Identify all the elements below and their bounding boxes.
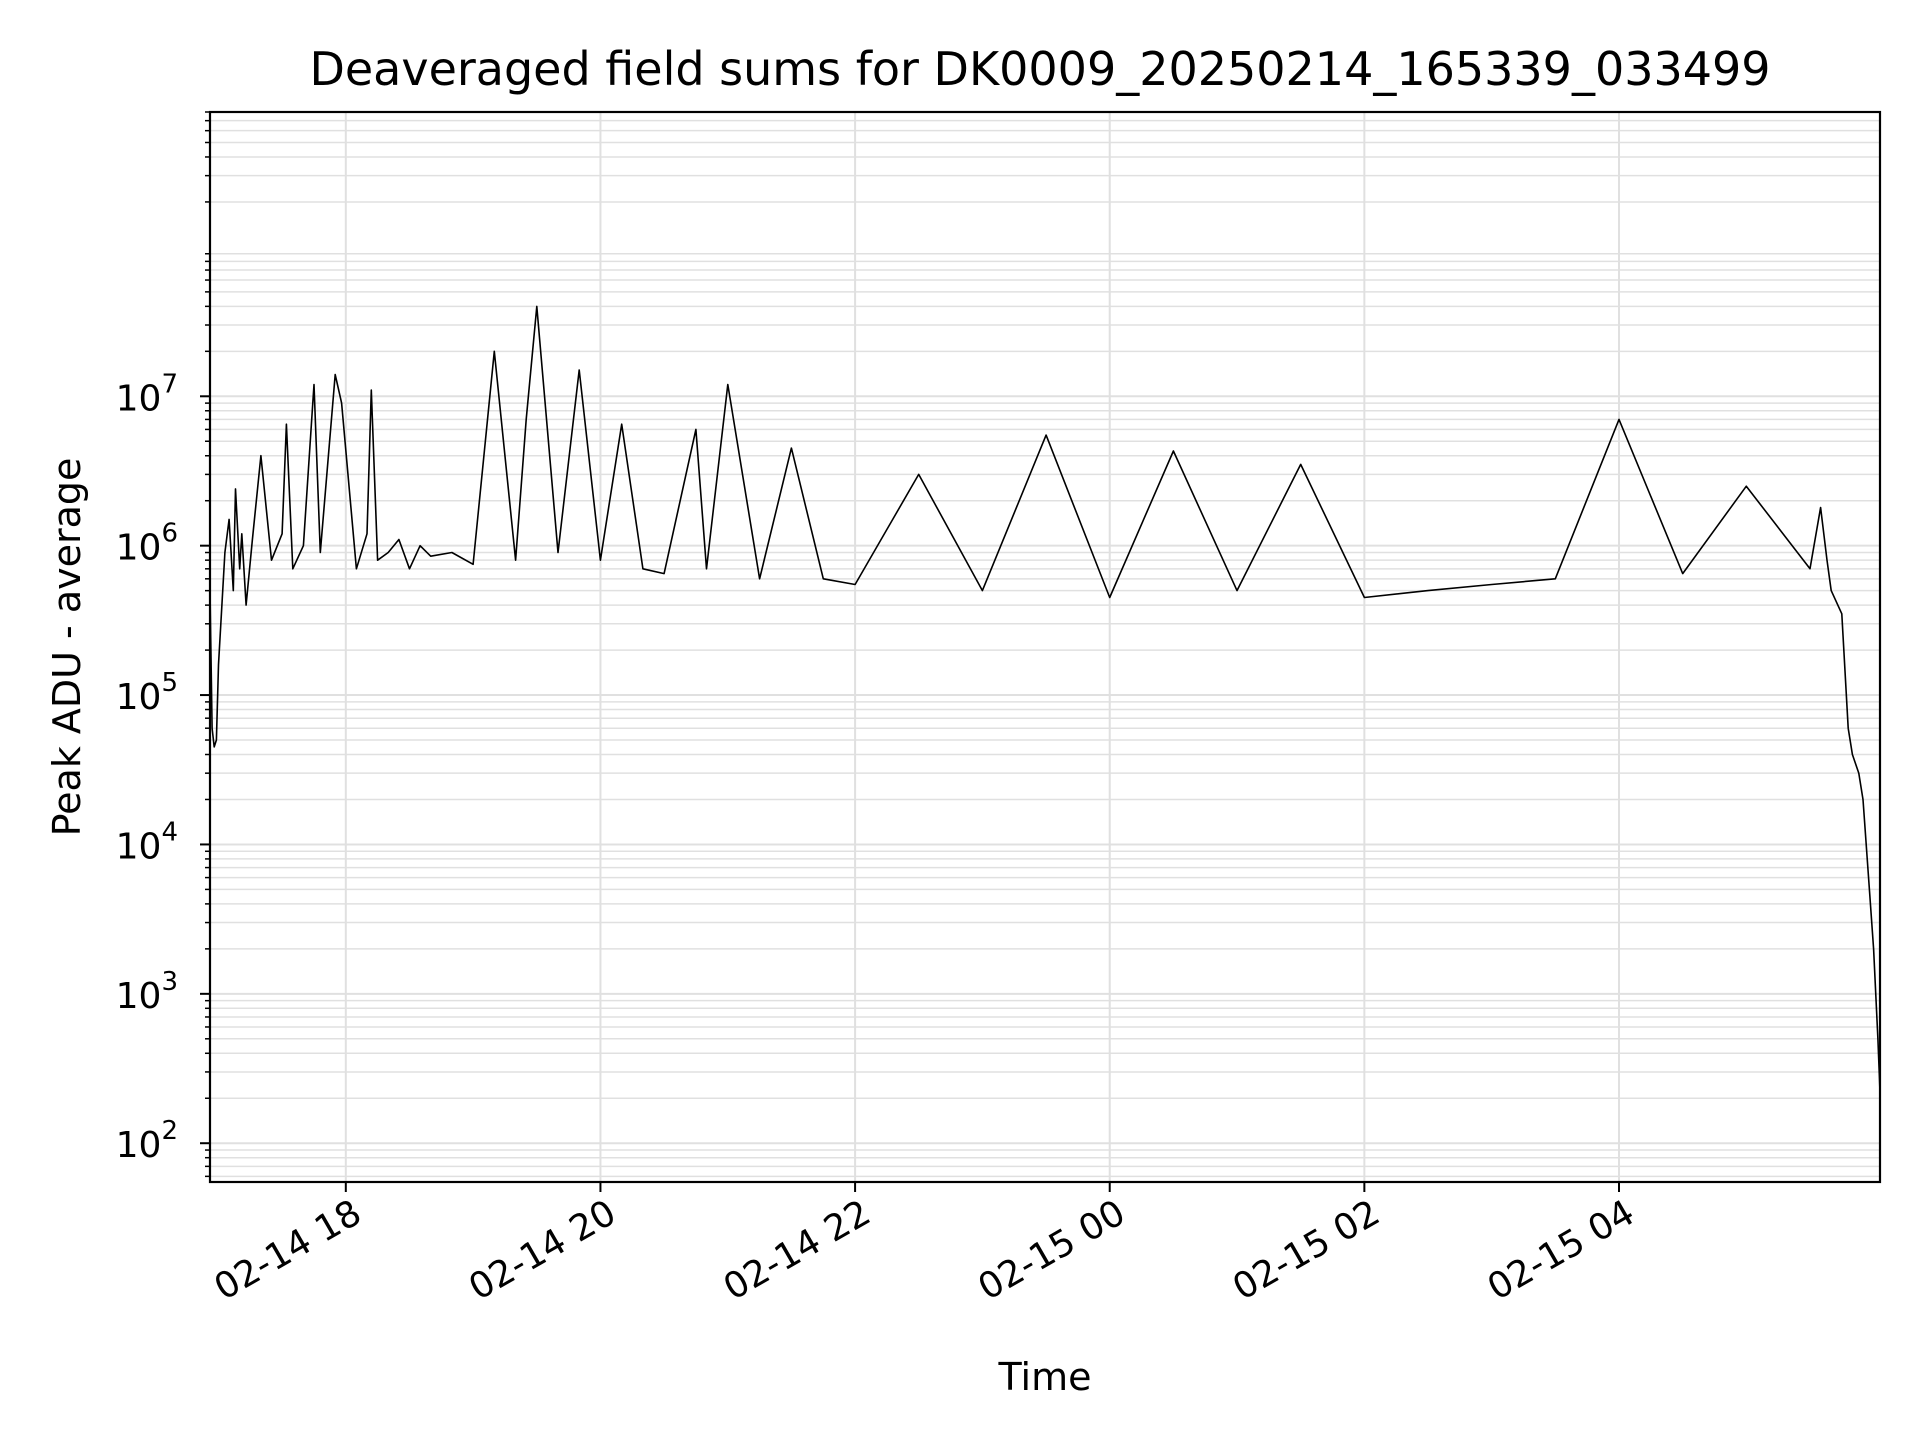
y-tick-label: 107: [116, 369, 178, 419]
y-tick-label: 105: [116, 668, 178, 718]
chart-title: Deaveraged field sums for DK0009_2025021…: [309, 42, 1770, 96]
series-line: [209, 305, 1881, 1093]
y-axis: 102 103 104 105 106 107: [116, 111, 210, 1178]
plot-area-frame: [208, 110, 1882, 1184]
major-gridlines: [210, 112, 1880, 1182]
y-tick-label: 103: [116, 967, 178, 1017]
minor-gridlines: [210, 111, 1880, 1178]
series-group: [209, 305, 1881, 1093]
x-axis-label: Time: [998, 1355, 1092, 1399]
y-tick-label: 106: [116, 519, 178, 569]
y-axis-label: Peak ADU - average: [45, 458, 89, 837]
y-tick-label: 102: [116, 1116, 178, 1166]
y-tick-label: 104: [116, 817, 178, 867]
